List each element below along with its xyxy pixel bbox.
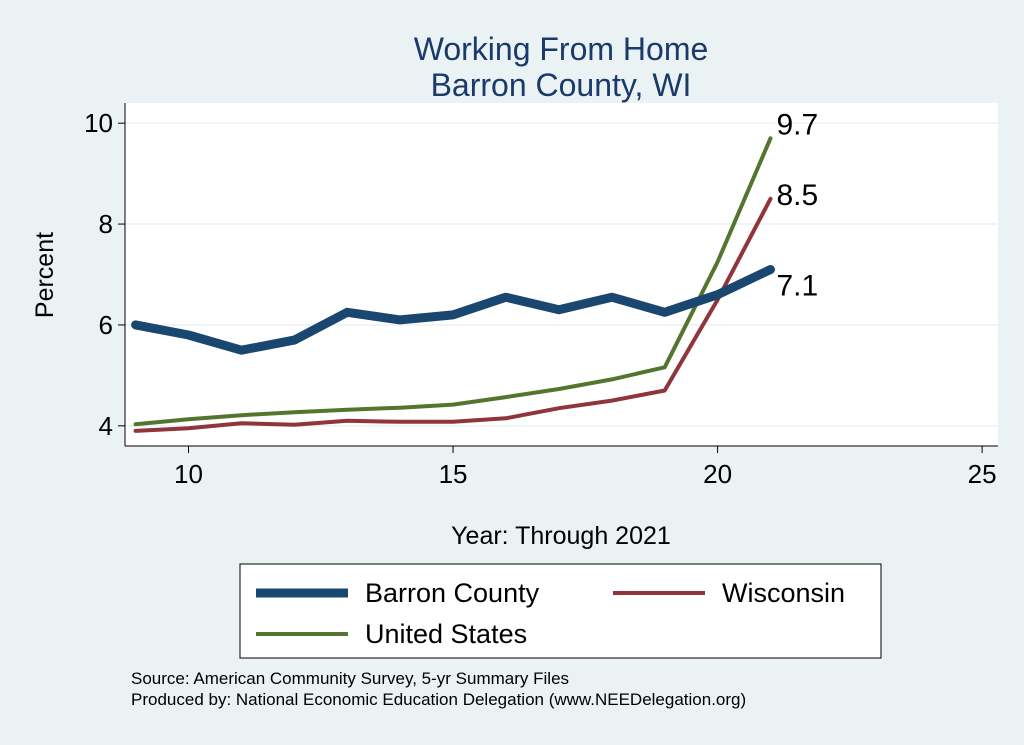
series-line-barron-county <box>131 265 775 355</box>
producer-note: Produced by: National Economic Education… <box>131 690 747 709</box>
legend-box <box>239 563 882 659</box>
y-tick-label: 8 <box>99 209 113 239</box>
x-tick-label: 20 <box>703 459 732 489</box>
y-tick-label: 6 <box>99 310 113 340</box>
y-tick-label: 4 <box>99 411 113 441</box>
x-axis-title: Year: Through 2021 <box>451 522 671 550</box>
end-label-barron-county: 7.1 <box>776 269 818 302</box>
x-tick-label: 15 <box>439 459 468 489</box>
x-tick-label: 25 <box>968 459 997 489</box>
series-line-united-states <box>133 136 773 427</box>
source-note: Source: American Community Survey, 5-yr … <box>131 669 570 688</box>
end-label-wisconsin: 8.5 <box>776 179 818 212</box>
series-line-wisconsin <box>133 196 773 433</box>
x-tick-label: 10 <box>174 459 203 489</box>
chart-title: Working From Home <box>414 31 709 67</box>
legend-label-barron-county: Barron County <box>365 578 540 608</box>
y-tick-label: 10 <box>84 108 113 138</box>
legend-label-united-states: United States <box>365 619 527 649</box>
chart-subtitle: Barron County, WI <box>431 67 692 103</box>
y-axis-title: Percent <box>31 232 59 318</box>
legend-label-wisconsin: Wisconsin <box>722 578 845 608</box>
end-label-united-states: 9.7 <box>776 108 818 141</box>
plot-area <box>125 103 998 446</box>
chart-footer: Source: American Community Survey, 5-yr … <box>131 668 746 710</box>
